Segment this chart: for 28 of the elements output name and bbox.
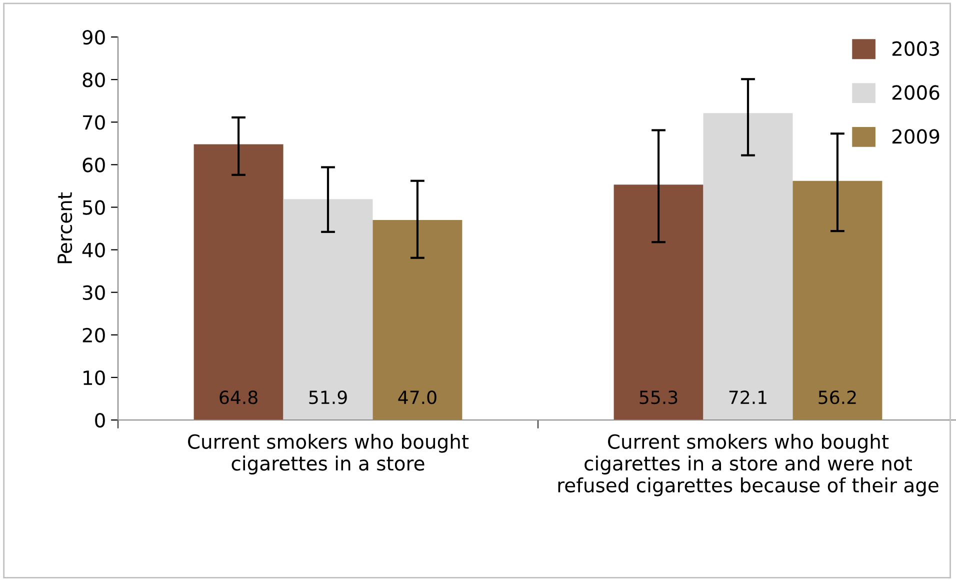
y-axis-title: Percent: [58, 192, 72, 264]
data-label: 72.1: [729, 390, 766, 404]
x-tick-label: Current smokers who bought cigarettes in a store: [188, 434, 469, 474]
bar: [792, 180, 882, 420]
y-tick-label: 60: [82, 158, 105, 172]
data-label: 47.0: [398, 390, 436, 404]
y-tick-label: 40: [82, 242, 105, 258]
y-tick-label: 30: [82, 285, 105, 300]
data-label: 64.8: [220, 390, 258, 404]
y-tick-label: 50: [82, 200, 105, 215]
y-tick-label: 20: [82, 328, 105, 343]
y-tick-label: 70: [83, 115, 105, 130]
bar: [703, 113, 793, 420]
data-label: 51.9: [309, 390, 347, 404]
legend-label: 2003: [892, 41, 939, 56]
legend-label: 2009: [892, 129, 940, 144]
data-label: 56.2: [818, 390, 856, 404]
y-tick-label: 80: [82, 72, 105, 88]
legend-label: 2006: [892, 85, 940, 100]
bar: [372, 220, 462, 420]
y-tick-label: 0: [95, 412, 105, 428]
bar: [614, 184, 704, 420]
data-label: 55.3: [640, 390, 678, 404]
bar: [283, 199, 373, 420]
bar: [194, 144, 284, 420]
x-tick-label: Current smokers who bought cigarettes in a store and were not refused cigarettes because of their age: [558, 434, 938, 496]
y-tick-label: 90: [82, 30, 105, 45]
y-tick-label: 10: [84, 370, 105, 386]
